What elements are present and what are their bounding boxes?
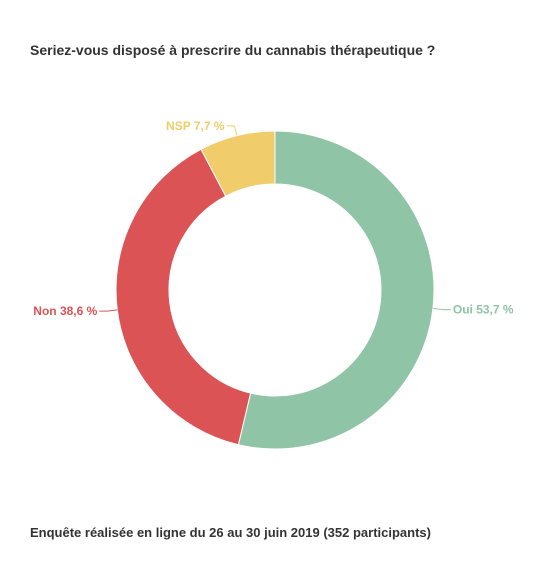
slice-oui (237, 130, 435, 450)
slice-non (115, 148, 252, 446)
data-label-nsp: NSP 7,7 % (166, 119, 225, 133)
data-label-oui: Oui 53,7 % (453, 303, 514, 317)
data-label-non: Non 38,6 % (33, 304, 97, 318)
slice-nsp (200, 130, 276, 197)
chart-title: Seriez-vous disposé à prescrire du canna… (30, 42, 436, 58)
chart-caption: Enquête réalisée en ligne du 26 au 30 ju… (30, 525, 431, 540)
leader-line-non (99, 309, 118, 312)
leader-line-nsp (226, 125, 238, 136)
leader-line-oui (432, 307, 451, 311)
